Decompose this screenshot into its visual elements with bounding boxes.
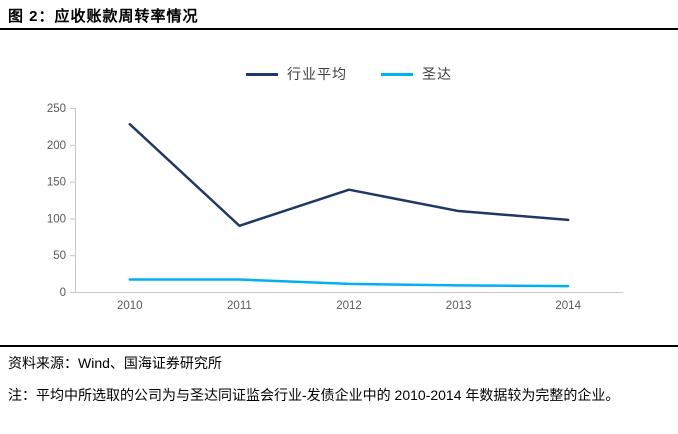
y-tick-label: 100 xyxy=(47,213,66,225)
footer-divider-rule xyxy=(0,345,678,347)
legend-label-industry-average: 行业平均 xyxy=(287,66,347,82)
figure-title: 图 2：应收账款周转率情况 xyxy=(8,8,199,25)
y-tick-label: 150 xyxy=(47,177,66,189)
y-tick-label: 200 xyxy=(47,140,66,152)
series-line-1 xyxy=(128,278,570,288)
x-tick-label: 2010 xyxy=(117,300,143,312)
line-chart-plot: 0 50 100 150 200 250 2010 2011 2012 2013 2014 xyxy=(47,103,623,312)
legend-item-industry-average: 行业平均 xyxy=(246,64,347,84)
legend-swatch-industry-average xyxy=(246,72,278,76)
title-divider-rule xyxy=(0,28,678,30)
legend-item-shengda: 圣达 xyxy=(381,64,452,84)
series-line-0 xyxy=(128,122,570,228)
x-tick-label: 2011 xyxy=(227,300,252,312)
chart-legend: 行业平均 圣达 xyxy=(75,64,623,84)
x-tick-label: 2012 xyxy=(336,300,362,312)
y-tick-label: 0 xyxy=(60,287,66,299)
y-tick-label: 250 xyxy=(47,103,66,115)
legend-label-shengda: 圣达 xyxy=(422,66,452,82)
x-tick-label: 2014 xyxy=(555,300,581,312)
x-tick-label: 2013 xyxy=(446,300,472,312)
note-text: 注：平均中所选取的公司为与圣达同证监会行业-发债企业中的 2010-2014 年… xyxy=(8,387,620,403)
legend-swatch-shengda xyxy=(381,72,413,76)
source-text: 资料来源：Wind、国海证券研究所 xyxy=(8,355,222,371)
y-tick-label: 50 xyxy=(53,250,66,262)
